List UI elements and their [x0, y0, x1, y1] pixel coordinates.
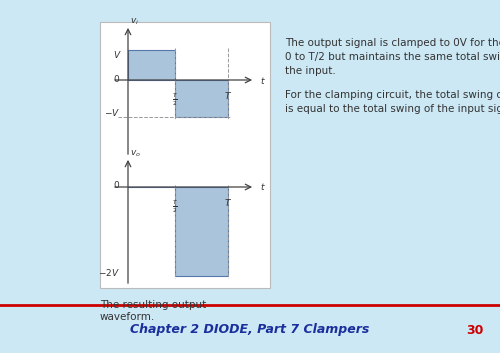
Text: The output signal is clamped to 0V for the interval: The output signal is clamped to 0V for t… [285, 38, 500, 48]
Text: $T$: $T$ [224, 197, 232, 208]
Text: Chapter 2 DIODE, Part 7 Clampers: Chapter 2 DIODE, Part 7 Clampers [130, 323, 370, 336]
Text: $\frac{T}{2}$: $\frac{T}{2}$ [172, 199, 178, 215]
Text: $t$: $t$ [260, 181, 266, 192]
Text: $t$: $t$ [260, 74, 266, 85]
Bar [175, 187, 228, 276]
Text: $v_o$: $v_o$ [130, 149, 141, 159]
Text: 0 to T/2 but maintains the same total swing (2V) as: 0 to T/2 but maintains the same total sw… [285, 52, 500, 62]
Text: is equal to the total swing of the input signal.: is equal to the total swing of the input… [285, 104, 500, 114]
Text: $\frac{T}{2}$: $\frac{T}{2}$ [172, 92, 178, 108]
Bar [175, 80, 228, 117]
Text: For the clamping circuit, the total swing of the output: For the clamping circuit, the total swin… [285, 90, 500, 100]
Text: the input.: the input. [285, 66, 336, 76]
Text: $V$: $V$ [114, 49, 122, 60]
Text: $0$: $0$ [113, 72, 120, 84]
Text: 30: 30 [466, 323, 483, 336]
Text: $-2V$: $-2V$ [98, 268, 120, 279]
Text: $T$: $T$ [224, 90, 232, 101]
Text: The resulting output
waveform.: The resulting output waveform. [100, 300, 206, 322]
Bar [128, 50, 175, 80]
Text: $0$: $0$ [113, 179, 120, 191]
Text: $-V$: $-V$ [104, 108, 120, 119]
Text: $v_i$: $v_i$ [130, 17, 139, 27]
Bar [100, 22, 270, 288]
